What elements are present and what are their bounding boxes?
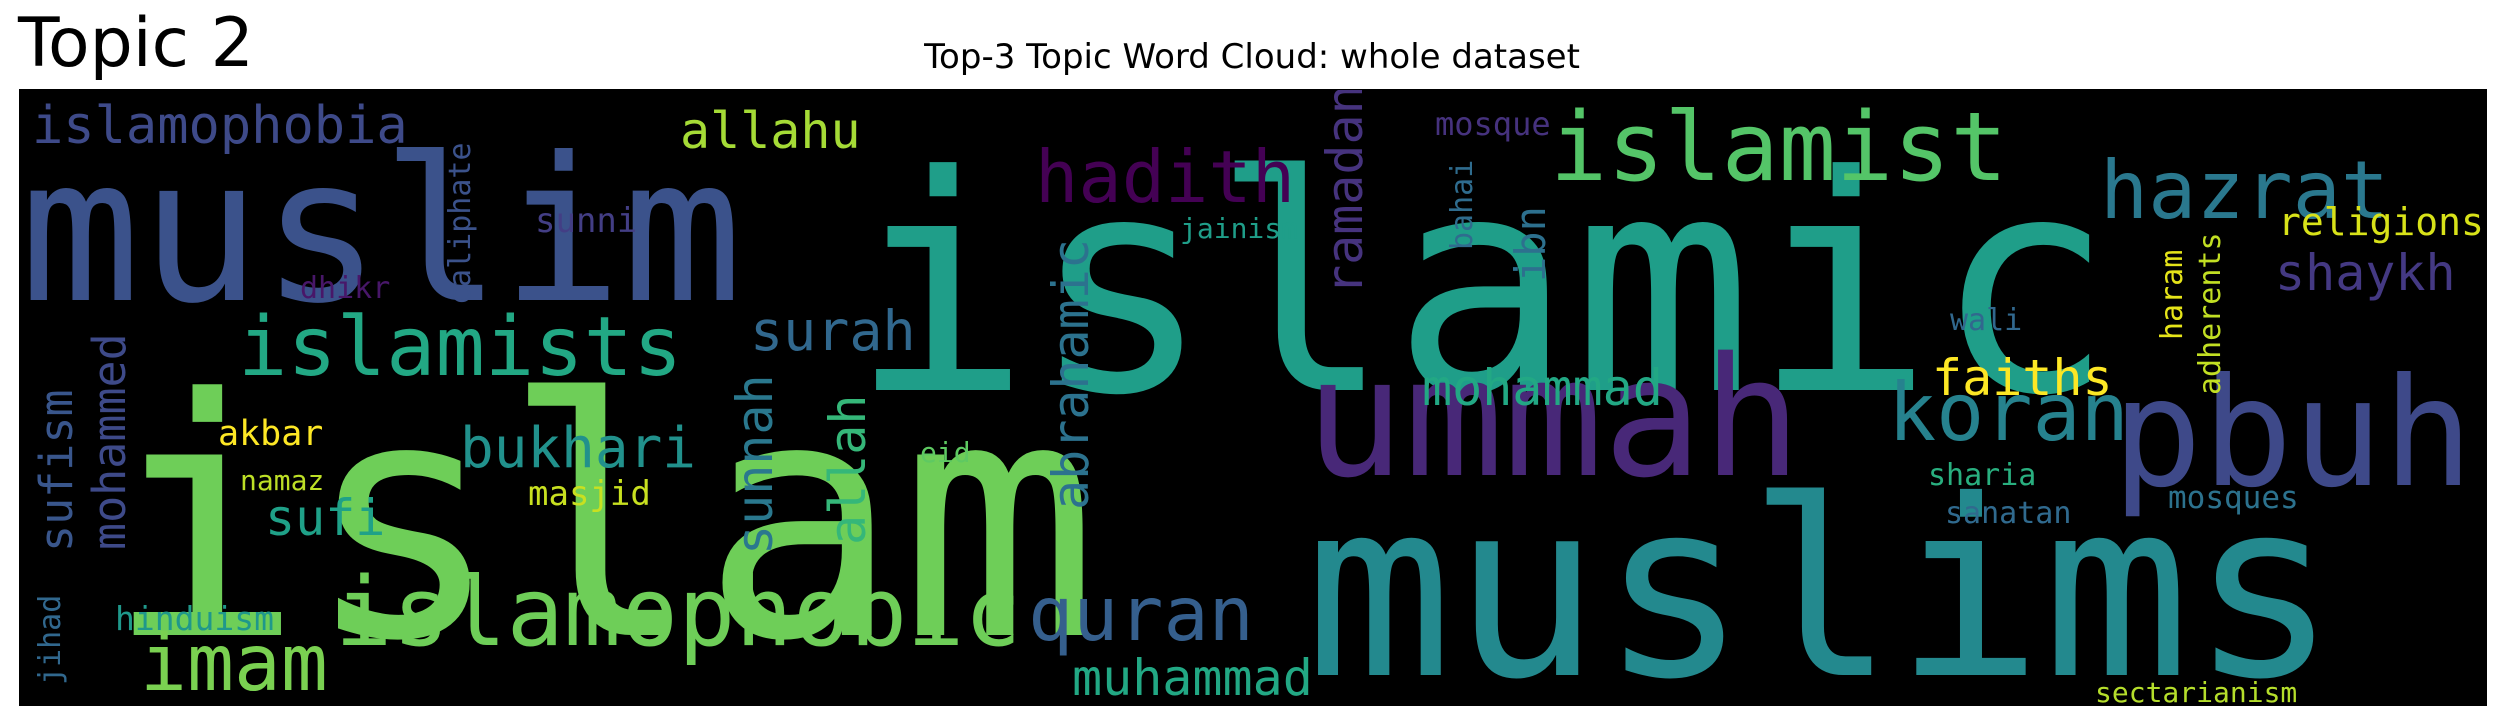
word-bukhari: bukhari [460, 416, 696, 481]
word-sectarianism: sectarianism [2095, 676, 2297, 705]
word-muslims: muslims [1305, 448, 2338, 705]
word-faiths: faiths [1932, 349, 2113, 407]
word-islamist: islamist [1550, 93, 2008, 203]
word-jihad: jihad [33, 595, 68, 685]
word-cloud: islamic islam muslims muslim ummah pbuh islami… [19, 89, 2487, 706]
word-ibn: ibn [1506, 206, 1555, 282]
word-jainism: jainism [1180, 212, 1298, 245]
word-mohammed: mohammed [83, 333, 136, 550]
word-haram: haram [2155, 250, 2190, 340]
word-islamists: islamists [238, 300, 682, 395]
word-sufi: sufi [265, 489, 385, 547]
word-akbar: akbar [218, 414, 323, 454]
word-koran: koran [1888, 366, 2129, 459]
word-sanatan: sanatan [1945, 496, 2071, 531]
panel-label: Topic 2 [18, 4, 254, 83]
word-mosque: mosque [1435, 105, 1551, 143]
word-islam: islam [105, 329, 1098, 705]
word-bahai: bahai [1445, 160, 1480, 250]
word-mohammad: mohammad [1422, 359, 1663, 417]
word-islamophobia: islamophobia [32, 96, 408, 156]
word-muslim: muslim [20, 115, 742, 348]
word-hadith: hadith [1035, 135, 1295, 219]
word-islamophobic: islamophobic [335, 558, 1021, 668]
word-muhammad: muhammad [1072, 649, 1313, 705]
word-eid: eid [920, 436, 971, 469]
chart-title: Top-3 Topic Word Cloud: whole dataset [924, 37, 1580, 77]
word-hinduism: hinduism [115, 599, 274, 638]
word-islamic: islamic [850, 112, 2114, 461]
word-dhikr: dhikr [300, 271, 390, 306]
word-adherents: adherents [2193, 232, 2228, 395]
word-mosques: mosques [2168, 480, 2299, 516]
word-masjid: masjid [528, 474, 651, 514]
word-hazrat: hazrat [2100, 144, 2389, 237]
word-ummah: ummah [1305, 322, 1802, 514]
word-allah: allah [819, 394, 877, 545]
word-abrahamic: abrahamic [1042, 239, 1100, 510]
word-shaykh: shaykh [2275, 244, 2456, 302]
word-sufism: sufism [30, 389, 83, 552]
word-wali: wali [1950, 303, 2022, 338]
word-allahu: allahu [680, 102, 861, 160]
word-namaz: namaz [240, 464, 324, 497]
word-sunnah: sunnah [726, 374, 784, 555]
word-ramadan: ramadan [1316, 90, 1374, 295]
word-quran: quran [1028, 570, 1254, 658]
word-sharia: sharia [1928, 458, 2036, 493]
word-pbuh: pbuh [2112, 347, 2473, 521]
word-surah: surah [750, 299, 916, 363]
word-religions: religions [2278, 200, 2484, 244]
word-imam: imam [140, 619, 328, 705]
word-caliphate: caliphate [443, 142, 478, 305]
word-sunni: sunni [535, 201, 637, 241]
